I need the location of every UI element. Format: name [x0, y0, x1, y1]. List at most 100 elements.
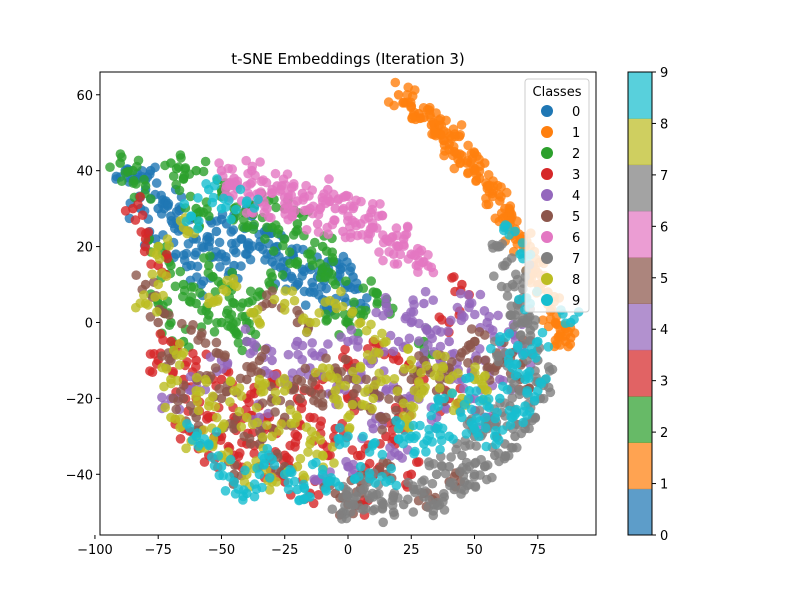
- point-class-8: [399, 364, 410, 374]
- point-class-4: [470, 309, 480, 320]
- point-class-1: [487, 188, 498, 199]
- point-class-4: [307, 338, 318, 348]
- point-class-9: [355, 461, 366, 472]
- point-class-2: [210, 287, 221, 297]
- point-class-9: [333, 433, 344, 444]
- point-class-9: [249, 479, 260, 489]
- point-class-8: [314, 308, 325, 318]
- point-class-9: [211, 427, 222, 437]
- point-class-5: [378, 457, 389, 467]
- point-class-3: [130, 215, 141, 225]
- point-class-2: [310, 237, 320, 248]
- point-class-9: [437, 423, 448, 434]
- point-class-8: [148, 247, 159, 258]
- point-class-8: [280, 286, 291, 296]
- point-class-8: [234, 383, 245, 393]
- point-class-2: [117, 176, 127, 186]
- point-class-8: [310, 317, 321, 328]
- point-class-8: [409, 385, 420, 396]
- point-class-8: [376, 376, 386, 387]
- point-class-9: [433, 401, 443, 412]
- point-class-8: [287, 286, 298, 297]
- point-class-8: [158, 290, 168, 301]
- point-class-5: [466, 324, 477, 334]
- point-class-8: [298, 470, 309, 481]
- point-class-8: [340, 381, 351, 391]
- point-class-8: [285, 405, 296, 415]
- point-class-8: [370, 334, 380, 345]
- point-class-2: [133, 155, 144, 166]
- point-class-4: [446, 315, 456, 326]
- point-class-3: [403, 470, 413, 481]
- colorbar-tick-label: 1: [660, 478, 668, 493]
- point-class-9: [209, 461, 220, 471]
- point-class-9: [518, 350, 528, 360]
- point-class-9: [364, 447, 375, 457]
- point-class-6: [307, 208, 318, 219]
- point-class-9: [179, 199, 190, 209]
- point-class-2: [164, 320, 175, 331]
- colorbar-tick-label: 4: [660, 323, 668, 338]
- point-class-8: [389, 374, 400, 384]
- point-class-2: [178, 291, 188, 302]
- point-class-9: [192, 428, 203, 438]
- point-class-1: [456, 120, 467, 130]
- point-class-8: [269, 294, 280, 305]
- point-class-9: [358, 431, 368, 442]
- point-class-8: [324, 363, 334, 374]
- legend-label-0: 0: [572, 105, 580, 120]
- point-class-9: [511, 359, 522, 369]
- point-class-6: [282, 169, 293, 179]
- point-class-3: [162, 253, 173, 264]
- point-class-8: [156, 268, 167, 278]
- point-class-2: [262, 222, 272, 233]
- point-class-9: [334, 481, 345, 492]
- point-class-1: [552, 319, 563, 330]
- point-class-8: [368, 393, 379, 404]
- point-class-6: [349, 201, 359, 212]
- point-class-3: [199, 457, 210, 467]
- point-class-8: [331, 303, 342, 314]
- point-class-2: [328, 276, 338, 286]
- point-class-9: [518, 417, 528, 428]
- point-class-1: [483, 170, 494, 180]
- point-class-8: [152, 307, 162, 317]
- point-class-1: [455, 130, 466, 140]
- point-class-9: [480, 423, 491, 433]
- point-class-9: [193, 223, 203, 234]
- point-class-8: [362, 350, 373, 360]
- point-class-9: [495, 393, 505, 404]
- point-class-1: [471, 175, 482, 186]
- point-class-2: [245, 286, 256, 297]
- point-class-5: [229, 419, 239, 430]
- point-class-8: [448, 371, 458, 381]
- point-class-1: [398, 98, 408, 108]
- point-class-8: [256, 387, 266, 397]
- colorbar-segment: [628, 164, 652, 212]
- point-class-6: [245, 179, 256, 189]
- point-class-4: [388, 346, 399, 357]
- point-class-8: [421, 361, 432, 371]
- colorbar-segment: [628, 349, 652, 397]
- point-class-2: [131, 179, 141, 189]
- point-class-2: [292, 225, 303, 235]
- point-class-2: [117, 152, 127, 162]
- point-class-4: [348, 459, 359, 470]
- colorbar-frame: [627, 71, 653, 536]
- legend-label-5: 5: [572, 210, 580, 225]
- point-class-9: [466, 404, 477, 415]
- point-class-2: [268, 246, 279, 256]
- point-class-7: [437, 461, 447, 472]
- point-class-1: [393, 90, 404, 100]
- point-class-2: [168, 171, 179, 181]
- point-class-8: [236, 422, 247, 432]
- point-class-4: [346, 325, 357, 335]
- point-class-8: [135, 298, 146, 309]
- point-class-6: [343, 191, 354, 202]
- point-class-9: [484, 402, 494, 413]
- point-class-9: [249, 203, 260, 213]
- point-class-7: [502, 291, 513, 301]
- point-class-0: [337, 263, 348, 273]
- point-class-8: [434, 383, 445, 393]
- point-class-2: [213, 276, 224, 287]
